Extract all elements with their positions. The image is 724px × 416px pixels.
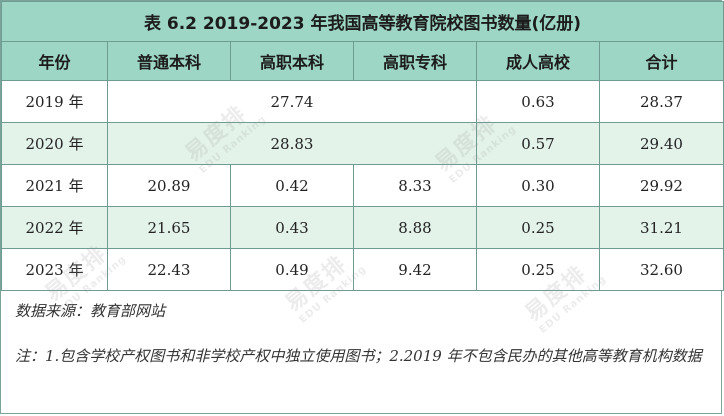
header-undergrad: 普通本科 [107,41,231,81]
cell-year: 2022 年 [1,206,108,249]
table-row: 2020 年 28.83 0.57 29.40 [1,122,724,165]
cell-adult: 0.30 [476,164,600,207]
cell-adult: 0.25 [476,248,600,291]
table-notes: 数据来源：教育部网站 注：1.包含学校产权图书和非学校产权中独立使用图书；2.2… [1,292,723,415]
cell-total: 29.92 [599,164,724,207]
cell-merged: 28.83 [107,122,477,165]
cell-total: 28.37 [599,80,724,123]
header-total: 合计 [599,41,724,81]
table-title-row: 表 6.2 2019-2023 年我国高等教育院校图书数量(亿册) [1,1,724,42]
library-books-table: 表 6.2 2019-2023 年我国高等教育院校图书数量(亿册) 年份 普通本… [1,1,724,291]
cell-year: 2023 年 [1,248,108,291]
table-row: 2023 年 22.43 0.49 9.42 0.25 32.60 [1,248,724,291]
cell-voc-bachelor: 0.49 [230,248,354,291]
cell-adult: 0.57 [476,122,600,165]
header-voc-bachelor: 高职本科 [230,41,354,81]
cell-adult: 0.25 [476,206,600,249]
header-adult: 成人高校 [476,41,600,81]
cell-voc-college: 8.88 [353,206,477,249]
header-year: 年份 [1,41,108,81]
cell-voc-bachelor: 0.43 [230,206,354,249]
cell-adult: 0.63 [476,80,600,123]
cell-undergrad: 20.89 [107,164,231,207]
cell-voc-college: 8.33 [353,164,477,207]
table-header-row: 年份 普通本科 高职本科 高职专科 成人高校 合计 [1,41,724,81]
cell-total: 32.60 [599,248,724,291]
cell-year: 2020 年 [1,122,108,165]
table-row: 2021 年 20.89 0.42 8.33 0.30 29.92 [1,164,724,207]
footnote: 注：1.包含学校产权图书和非学校产权中独立使用图书；2.2019 年不包含民办的… [15,347,702,365]
cell-merged: 27.74 [107,80,477,123]
table-row: 2022 年 21.65 0.43 8.88 0.25 31.21 [1,206,724,249]
cell-undergrad: 22.43 [107,248,231,291]
cell-voc-college: 9.42 [353,248,477,291]
table-row: 2019 年 27.74 0.63 28.37 [1,80,724,123]
cell-total: 31.21 [599,206,724,249]
table-title: 表 6.2 2019-2023 年我国高等教育院校图书数量(亿册) [1,1,724,42]
cell-total: 29.40 [599,122,724,165]
data-source: 数据来源：教育部网站 [15,302,166,320]
cell-year: 2019 年 [1,80,108,123]
cell-undergrad: 21.65 [107,206,231,249]
cell-voc-bachelor: 0.42 [230,164,354,207]
header-voc-college: 高职专科 [353,41,477,81]
cell-year: 2021 年 [1,164,108,207]
